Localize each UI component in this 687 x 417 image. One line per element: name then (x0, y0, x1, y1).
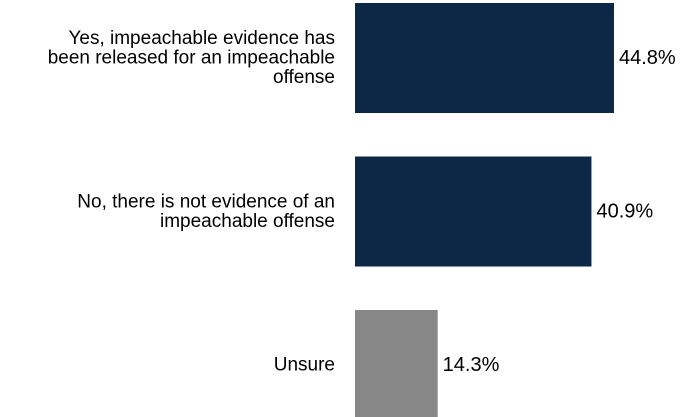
value-labels-group: 44.8% 40.9% 14.3% (443, 47, 676, 376)
category-labels-group: Yes, impeachable evidence has been releas… (48, 28, 335, 376)
category-label-1: No, there is not evidence of an impeachab… (77, 191, 335, 232)
category-label-0-line-1: been released for an impeachable (48, 48, 335, 69)
value-label-0: 44.8% (619, 47, 676, 69)
value-label-2: 14.3% (443, 354, 500, 376)
bar-1 (355, 156, 592, 267)
category-label-1-line-0: No, there is not evidence of an (77, 191, 335, 212)
value-label-1: 40.9% (596, 201, 653, 223)
category-label-0-line-0: Yes, impeachable evidence has (68, 28, 335, 49)
category-label-0: Yes, impeachable evidence has been releas… (48, 28, 335, 88)
category-label-2-line-0: Unsure (274, 355, 335, 376)
category-label-2: Unsure (274, 355, 335, 376)
bar-2 (355, 310, 438, 417)
bars-group (355, 3, 614, 417)
bar-0 (355, 3, 614, 113)
category-label-0-line-2: offense (273, 67, 335, 88)
category-label-1-line-1: impeachable offense (160, 211, 335, 232)
